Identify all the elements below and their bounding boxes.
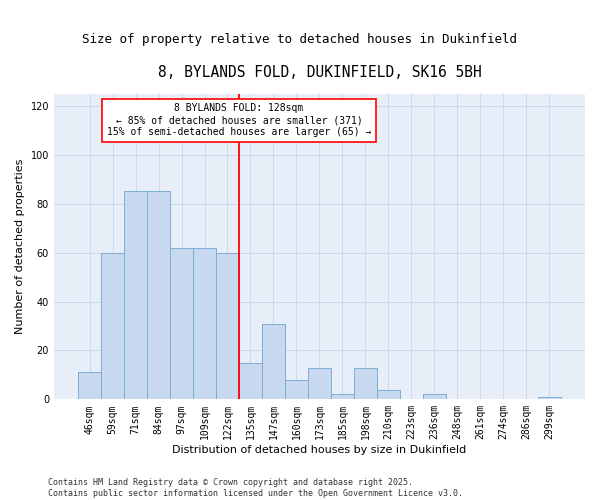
Bar	[147, 192, 170, 400]
Y-axis label: Number of detached properties: Number of detached properties	[15, 159, 25, 334]
Bar	[262, 324, 285, 400]
Bar	[78, 372, 101, 400]
Bar	[377, 390, 400, 400]
Bar	[124, 192, 147, 400]
Text: 8 BYLANDS FOLD: 128sqm
← 85% of detached houses are smaller (371)
15% of semi-de: 8 BYLANDS FOLD: 128sqm ← 85% of detached…	[107, 104, 371, 136]
Text: Contains HM Land Registry data © Crown copyright and database right 2025.
Contai: Contains HM Land Registry data © Crown c…	[48, 478, 463, 498]
X-axis label: Distribution of detached houses by size in Dukinfield: Distribution of detached houses by size …	[172, 445, 467, 455]
Bar	[101, 252, 124, 400]
Bar	[193, 248, 216, 400]
Title: 8, BYLANDS FOLD, DUKINFIELD, SK16 5BH: 8, BYLANDS FOLD, DUKINFIELD, SK16 5BH	[158, 65, 481, 80]
Bar	[538, 397, 561, 400]
Bar	[170, 248, 193, 400]
Text: Size of property relative to detached houses in Dukinfield: Size of property relative to detached ho…	[83, 32, 517, 46]
Bar	[331, 394, 354, 400]
Bar	[285, 380, 308, 400]
Bar	[239, 362, 262, 400]
Bar	[354, 368, 377, 400]
Bar	[216, 252, 239, 400]
Bar	[423, 394, 446, 400]
Bar	[308, 368, 331, 400]
